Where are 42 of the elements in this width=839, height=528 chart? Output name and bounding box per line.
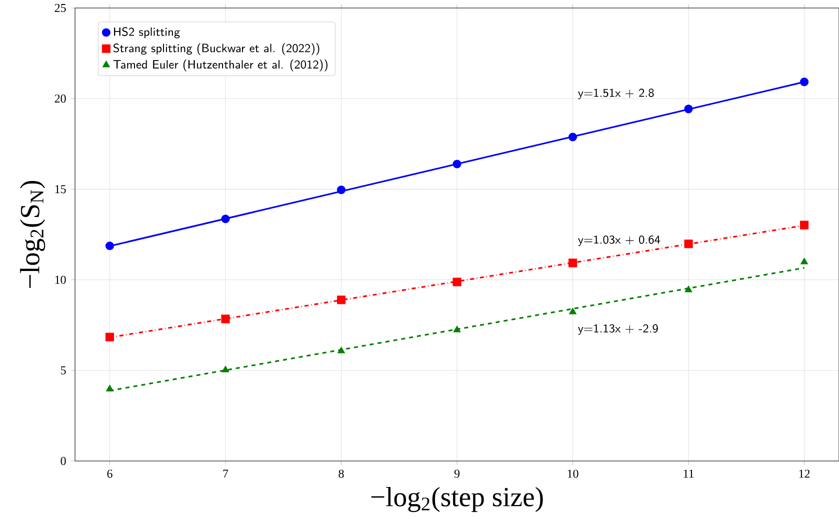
point: [336, 186, 346, 194]
x-tick-label: 7: [223, 470, 228, 478]
point: [800, 220, 809, 230]
point: [453, 326, 461, 332]
point: [800, 78, 809, 86]
x-tick-label: 10: [568, 470, 578, 478]
point: [221, 314, 230, 324]
x-tick-label: 12: [799, 470, 810, 478]
point: [568, 132, 578, 142]
legend-label: HS2 splitting: [114, 27, 180, 38]
x-tick-label: 9: [454, 470, 460, 478]
annotation: y=1.03x + 0.64: [578, 235, 660, 246]
y-tick-label: 5: [60, 366, 66, 374]
y-axis-title: −log$_{2}$(S$_{N}$): [20, 180, 46, 288]
legend-label: Strang splitting (Buckwar et al. (2022)): [113, 43, 320, 56]
y-tick-label: 10: [55, 276, 66, 284]
x-tick-label: 11: [684, 470, 694, 478]
point: [106, 384, 114, 392]
y-tick-label: 25: [54, 4, 66, 12]
point: [684, 104, 693, 114]
x-tick-label: 6: [107, 470, 112, 478]
x-tick-label: 8: [338, 470, 344, 478]
legend-label: Tamed Euler (Hutzenthaler et al. (2012)): [113, 59, 328, 72]
y-tick-label: 15: [55, 185, 66, 194]
y-tick-label: 0: [60, 456, 66, 466]
point: [105, 332, 114, 342]
point: [221, 214, 230, 224]
point: [452, 278, 462, 286]
y-tick-label: 20: [54, 94, 66, 103]
point: [684, 240, 693, 248]
annotation: y=1.51x + 2.8: [578, 88, 654, 100]
point: [452, 160, 462, 168]
point: [222, 366, 230, 372]
point: [336, 296, 346, 304]
point: [568, 258, 578, 268]
point: [105, 242, 114, 250]
point: [800, 258, 808, 264]
point: [338, 346, 345, 354]
annotation: y=1.13x + -2.9: [578, 324, 658, 335]
point: [569, 308, 576, 314]
point: [684, 286, 692, 292]
x-axis-title: −log$_{2}$(step size): [371, 486, 543, 512]
